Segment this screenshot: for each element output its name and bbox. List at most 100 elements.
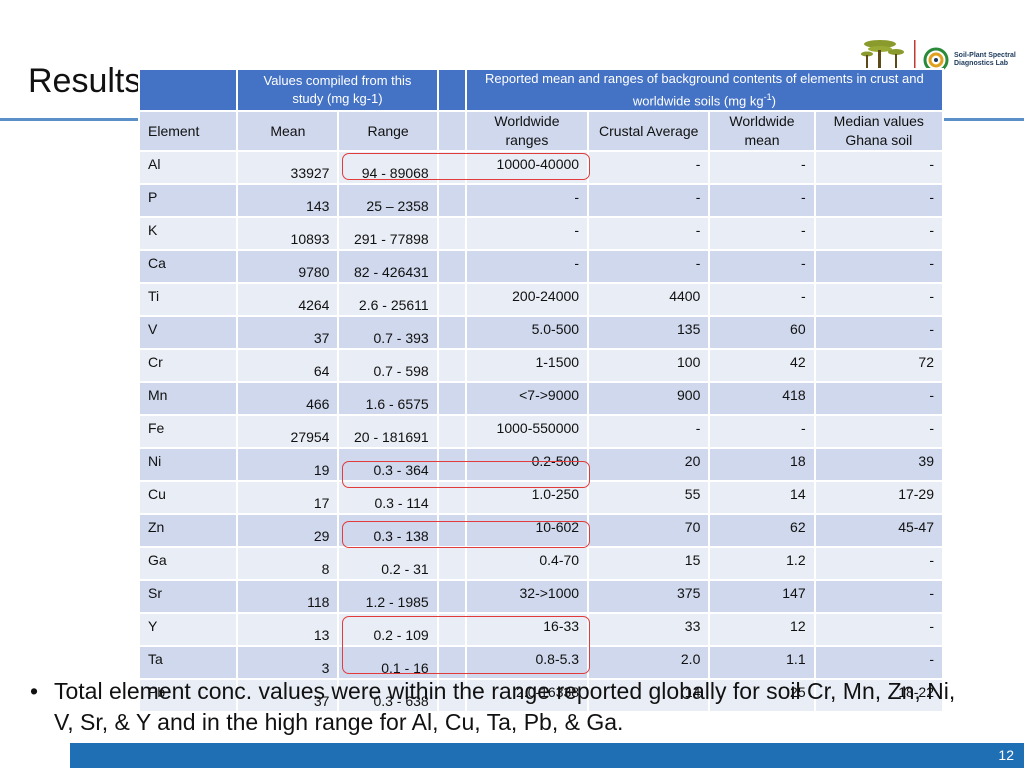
- cell-worldwide-mean: 18: [708, 447, 816, 483]
- cell-median-ghana: 72: [813, 348, 945, 384]
- cell-mean: 10893: [236, 216, 340, 252]
- cell-worldwide-mean: 418: [708, 381, 816, 417]
- col-header-worldwide-ranges: Worldwide ranges: [464, 110, 590, 153]
- table-row: Ca 9780 82 - 426431- - - -: [137, 249, 945, 285]
- cell-element: Cr: [137, 348, 239, 384]
- cell-worldwide-mean: -: [708, 183, 816, 219]
- cell-spacer: [436, 480, 467, 516]
- cell-worldwide-ranges: <7->9000: [464, 381, 590, 417]
- cell-median-ghana: -: [813, 216, 945, 252]
- cell-range: 0.7 - 393: [337, 315, 439, 351]
- cell-mean: 27954: [236, 414, 340, 450]
- cell-worldwide-ranges: 10-602: [464, 513, 590, 549]
- cell-element: V: [137, 315, 239, 351]
- cell-crustal-average: 14: [587, 678, 711, 714]
- cell-crustal-average: 4400: [587, 282, 711, 318]
- cell-crustal-average: 70: [587, 513, 711, 549]
- cell-median-ghana: 17-29: [813, 480, 945, 516]
- table-row: Ni 19 0.3 - 364 0.2-500 20 18 39: [137, 447, 945, 483]
- slide-title: Results: [28, 62, 142, 100]
- table-row: Sr 118 1.2 - 1985 32->1000 375 147-: [137, 579, 945, 615]
- highlight-ta-pb: [342, 616, 590, 674]
- cell-crustal-average: -: [587, 414, 711, 450]
- highlight-ga: [342, 521, 590, 548]
- cell-element: K: [137, 216, 239, 252]
- cell-worldwide-ranges: 5.0-500: [464, 315, 590, 351]
- cell-median-ghana: 39: [813, 447, 945, 483]
- cell-element: Mn: [137, 381, 239, 417]
- lab-logo: Soil-Plant Spectral Diagnostics Lab: [858, 36, 1018, 82]
- cell-worldwide-mean: -: [708, 414, 816, 450]
- cell-median-ghana: -: [813, 381, 945, 417]
- cell-worldwide-ranges: 0.2-500: [464, 447, 590, 483]
- table-row: Al 33927 94 - 89068 10000-40000- - -: [137, 150, 945, 186]
- cell-range: 0.3 - 364: [337, 447, 439, 483]
- cell-crustal-average: 55: [587, 480, 711, 516]
- cell-mean: 4264: [236, 282, 340, 318]
- cell-mean: 33927: [236, 150, 340, 186]
- cell-range: 0.3 - 138: [337, 513, 439, 549]
- cell-mean: 8: [236, 546, 340, 582]
- cell-range: 0.3 - 638: [337, 678, 439, 714]
- highlight-cu: [342, 461, 590, 488]
- cell-mean: 17: [236, 480, 340, 516]
- cell-crustal-average: 20: [587, 447, 711, 483]
- cell-worldwide-ranges: -: [464, 216, 590, 252]
- cell-range: 1.6 - 6575: [337, 381, 439, 417]
- group-header-compiled: Values compiled from this study (mg kg-1…: [236, 67, 439, 113]
- cell-crustal-average: -: [587, 183, 711, 219]
- cell-median-ghana: 18-22: [813, 678, 945, 714]
- cell-range: 25 – 2358: [337, 183, 439, 219]
- cell-crustal-average: -: [587, 216, 711, 252]
- table-row: Zn 29 0.3 - 138 10-602 70 62 45-47: [137, 513, 945, 549]
- cell-mean: 143: [236, 183, 340, 219]
- cell-crustal-average: 135: [587, 315, 711, 351]
- bullet-icon: •: [30, 678, 39, 704]
- header-blank: [137, 67, 239, 113]
- page-number: 12: [998, 747, 1014, 763]
- cell-mean: 466: [236, 381, 340, 417]
- cell-median-ghana: -: [813, 579, 945, 615]
- table-row: Ti 4264 2.6 - 25611 200-24000 4400- -: [137, 282, 945, 318]
- cell-spacer: [436, 183, 467, 219]
- cell-median-ghana: -: [813, 414, 945, 450]
- table-row: P 143 25 – 2358- - - -: [137, 183, 945, 219]
- col-header-spacer: [436, 110, 467, 153]
- cell-crustal-average: -: [587, 249, 711, 285]
- cell-mean: 118: [236, 579, 340, 615]
- cell-range: 0.2 - 31: [337, 546, 439, 582]
- highlight-al: [342, 153, 590, 180]
- cell-worldwide-mean: 1.1: [708, 645, 816, 681]
- cell-median-ghana: -: [813, 645, 945, 681]
- cell-mean: 19: [236, 447, 340, 483]
- cell-spacer: [436, 546, 467, 582]
- cell-worldwide-ranges: 32->1000: [464, 579, 590, 615]
- cell-element: Cu: [137, 480, 239, 516]
- table-row: Ga 8 0.2 - 31 0.4-70 15 1.2-: [137, 546, 945, 582]
- cell-crustal-average: 15: [587, 546, 711, 582]
- cell-worldwide-mean: 62: [708, 513, 816, 549]
- cell-element: Pb: [137, 678, 239, 714]
- table-row: Cu 17 0.3 - 114 1.0-250 55 14 17-29: [137, 480, 945, 516]
- cell-spacer: [436, 282, 467, 318]
- cell-crustal-average: 100: [587, 348, 711, 384]
- cell-spacer: [436, 249, 467, 285]
- cell-worldwide-mean: 147: [708, 579, 816, 615]
- cell-crustal-average: -: [587, 150, 711, 186]
- cell-range: 0.7 - 598: [337, 348, 439, 384]
- cell-mean: 3: [236, 645, 340, 681]
- cell-spacer: [436, 513, 467, 549]
- cell-spacer: [436, 579, 467, 615]
- cell-worldwide-mean: 1.2: [708, 546, 816, 582]
- cell-spacer: [436, 447, 467, 483]
- cell-crustal-average: 375: [587, 579, 711, 615]
- cell-mean: 64: [236, 348, 340, 384]
- cell-worldwide-mean: 12: [708, 612, 816, 648]
- cell-worldwide-mean: -: [708, 150, 816, 186]
- cell-range: 0.2 - 109: [337, 612, 439, 648]
- cell-element: Ca: [137, 249, 239, 285]
- cell-range: 20 - 181691: [337, 414, 439, 450]
- table-row: Y 13 0.2 - 109 16-33 33 12-: [137, 612, 945, 648]
- cell-mean: 13: [236, 612, 340, 648]
- cell-element: P: [137, 183, 239, 219]
